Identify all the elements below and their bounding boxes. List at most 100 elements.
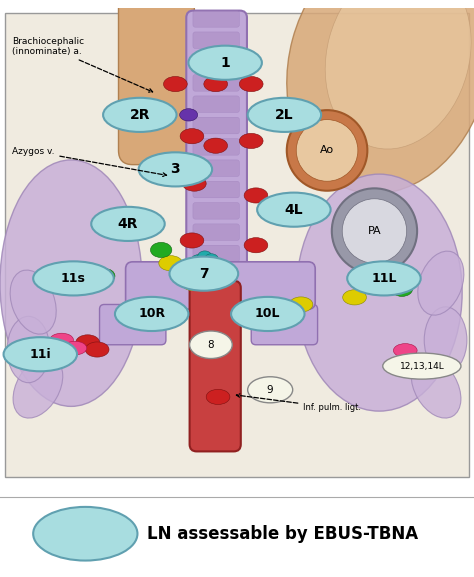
Ellipse shape xyxy=(4,337,77,372)
Ellipse shape xyxy=(391,281,412,297)
Ellipse shape xyxy=(358,267,379,282)
Ellipse shape xyxy=(325,0,471,149)
FancyBboxPatch shape xyxy=(206,262,315,309)
Ellipse shape xyxy=(201,342,216,353)
Text: 10L: 10L xyxy=(255,308,281,320)
Ellipse shape xyxy=(296,174,462,411)
Ellipse shape xyxy=(204,138,228,153)
Ellipse shape xyxy=(93,268,115,284)
Ellipse shape xyxy=(33,261,114,295)
Ellipse shape xyxy=(418,251,464,315)
Ellipse shape xyxy=(244,238,268,253)
Ellipse shape xyxy=(164,77,187,92)
FancyBboxPatch shape xyxy=(251,305,318,345)
Text: 7: 7 xyxy=(199,267,209,280)
Ellipse shape xyxy=(180,233,204,248)
Text: LN assessable by EBUS-TBNA: LN assessable by EBUS-TBNA xyxy=(147,524,418,543)
Circle shape xyxy=(287,110,367,191)
Ellipse shape xyxy=(200,258,214,270)
Ellipse shape xyxy=(50,333,73,347)
Ellipse shape xyxy=(196,336,210,346)
Text: Ao: Ao xyxy=(320,145,334,155)
Ellipse shape xyxy=(169,257,238,291)
Ellipse shape xyxy=(411,357,461,418)
Ellipse shape xyxy=(188,46,262,80)
Circle shape xyxy=(342,198,407,263)
Circle shape xyxy=(296,119,358,181)
Ellipse shape xyxy=(13,357,63,418)
Ellipse shape xyxy=(193,258,207,270)
Text: PA: PA xyxy=(368,226,381,236)
Ellipse shape xyxy=(85,342,109,357)
Ellipse shape xyxy=(151,242,172,257)
Ellipse shape xyxy=(247,98,321,132)
Ellipse shape xyxy=(393,344,417,357)
Ellipse shape xyxy=(244,188,268,203)
Ellipse shape xyxy=(287,0,474,194)
Ellipse shape xyxy=(115,297,189,331)
Ellipse shape xyxy=(383,353,461,379)
Ellipse shape xyxy=(10,270,56,334)
Ellipse shape xyxy=(180,108,198,121)
Ellipse shape xyxy=(91,207,165,241)
Ellipse shape xyxy=(289,297,313,312)
FancyBboxPatch shape xyxy=(186,10,247,290)
FancyBboxPatch shape xyxy=(193,53,239,70)
Ellipse shape xyxy=(206,389,230,404)
Ellipse shape xyxy=(33,507,137,561)
FancyBboxPatch shape xyxy=(193,32,239,48)
Ellipse shape xyxy=(204,254,219,265)
Text: 2L: 2L xyxy=(275,108,294,122)
Ellipse shape xyxy=(424,307,467,373)
Ellipse shape xyxy=(190,331,232,358)
FancyBboxPatch shape xyxy=(100,305,166,345)
Ellipse shape xyxy=(7,316,50,383)
Ellipse shape xyxy=(0,160,142,406)
Text: Inf. pulm. ligt.: Inf. pulm. ligt. xyxy=(237,394,361,412)
Text: Brachiocephalic
(innominate) a.: Brachiocephalic (innominate) a. xyxy=(12,37,153,92)
Ellipse shape xyxy=(159,256,182,271)
Ellipse shape xyxy=(405,353,429,367)
FancyBboxPatch shape xyxy=(193,117,239,134)
Ellipse shape xyxy=(180,129,204,144)
Text: 11L: 11L xyxy=(371,272,397,285)
Ellipse shape xyxy=(210,337,224,347)
FancyBboxPatch shape xyxy=(193,160,239,177)
Ellipse shape xyxy=(343,290,366,305)
Text: 8: 8 xyxy=(208,340,214,350)
Text: 3: 3 xyxy=(171,162,180,177)
Ellipse shape xyxy=(103,98,176,132)
Text: Azygos v.: Azygos v. xyxy=(12,147,166,177)
Text: 11s: 11s xyxy=(61,272,86,285)
Ellipse shape xyxy=(247,377,292,403)
FancyBboxPatch shape xyxy=(193,181,239,198)
Text: 2R: 2R xyxy=(129,108,150,122)
Ellipse shape xyxy=(76,335,100,350)
Ellipse shape xyxy=(257,193,331,227)
Ellipse shape xyxy=(347,261,421,295)
Ellipse shape xyxy=(191,254,205,266)
Ellipse shape xyxy=(182,176,206,191)
FancyBboxPatch shape xyxy=(193,203,239,219)
Ellipse shape xyxy=(204,77,228,92)
Ellipse shape xyxy=(182,276,205,291)
Text: 12,13,14L: 12,13,14L xyxy=(400,362,444,370)
Ellipse shape xyxy=(231,297,304,331)
Text: 10R: 10R xyxy=(138,308,165,320)
Text: 11i: 11i xyxy=(29,348,51,361)
FancyBboxPatch shape xyxy=(193,138,239,155)
Ellipse shape xyxy=(239,77,263,92)
Ellipse shape xyxy=(204,332,218,343)
Text: 9: 9 xyxy=(267,385,273,395)
Ellipse shape xyxy=(138,152,212,186)
Ellipse shape xyxy=(239,133,263,148)
FancyBboxPatch shape xyxy=(190,281,241,451)
FancyBboxPatch shape xyxy=(193,74,239,91)
FancyBboxPatch shape xyxy=(126,262,218,309)
Text: 4R: 4R xyxy=(118,217,138,231)
FancyBboxPatch shape xyxy=(193,245,239,262)
Ellipse shape xyxy=(63,341,87,355)
FancyBboxPatch shape xyxy=(193,10,239,27)
FancyBboxPatch shape xyxy=(5,13,469,478)
FancyBboxPatch shape xyxy=(193,96,239,113)
